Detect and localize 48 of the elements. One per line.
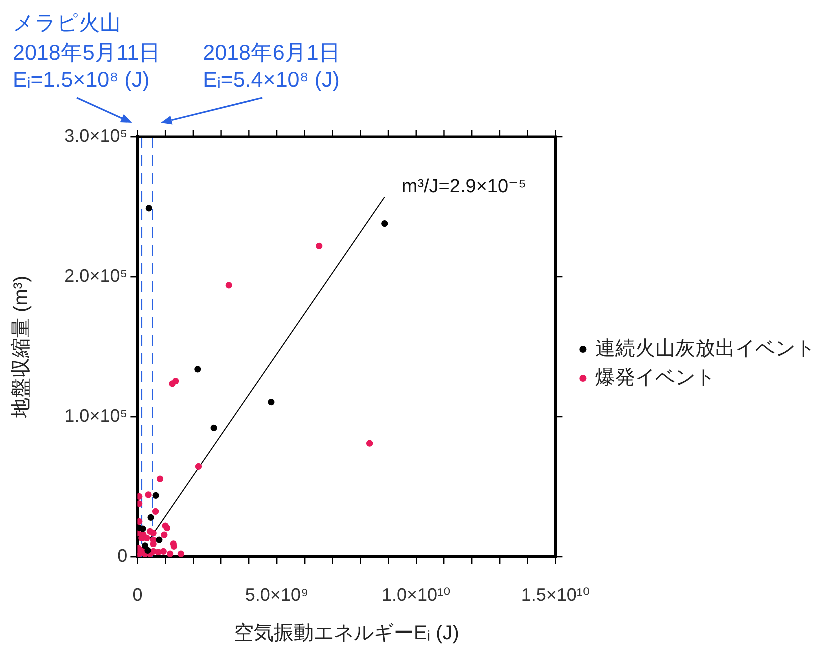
y-tick-label: 1.0×10⁵ <box>64 406 128 426</box>
point <box>156 476 164 482</box>
point <box>167 550 174 557</box>
point <box>144 534 150 542</box>
point <box>268 399 275 406</box>
x-tick-label: 5.0×10⁹ <box>245 584 309 605</box>
annotation: m³/J=2.9×10⁻⁵ <box>402 176 526 198</box>
point <box>210 424 218 432</box>
point <box>178 550 184 557</box>
point <box>316 242 323 250</box>
point <box>156 536 163 544</box>
point <box>138 518 143 526</box>
point <box>144 547 152 554</box>
y-axis-title: 地盤収縮量 (m³) <box>10 276 33 420</box>
legend-label: 爆発イベント <box>596 367 716 390</box>
text: 2018年6月1日 <box>203 40 341 65</box>
text: 2018年5月11日 <box>13 40 162 65</box>
x-tick-label: 1.5×10¹⁰ <box>521 584 590 605</box>
point <box>150 530 157 537</box>
point <box>152 508 160 515</box>
chart-title: メラピ火山 <box>13 12 121 35</box>
point <box>146 205 152 212</box>
legend-label: 連続火山灰放出イベント <box>596 338 816 360</box>
text: Eᵢ=5.4×10⁸ (J) <box>203 68 340 92</box>
y-tick-label: 3.0×10⁵ <box>64 126 128 146</box>
point <box>161 532 168 538</box>
x-tick-label: 1.0×10¹⁰ <box>382 584 451 605</box>
point <box>382 220 388 228</box>
point <box>138 500 143 508</box>
x-tick-label: 0 <box>132 584 143 605</box>
point <box>366 440 374 447</box>
point <box>142 542 149 550</box>
point <box>194 366 202 373</box>
point <box>170 543 178 550</box>
point <box>160 548 167 555</box>
point <box>138 493 143 500</box>
point <box>152 492 160 499</box>
point <box>140 526 146 532</box>
y-tick-label: 0 <box>118 546 128 566</box>
point <box>145 492 152 498</box>
point <box>172 378 180 385</box>
y-tick-label: 2.0×10⁵ <box>64 266 128 286</box>
point <box>164 525 171 532</box>
x-axis-title: 空気振動エネルギーEᵢ (J) <box>234 622 460 645</box>
point <box>226 282 232 289</box>
point <box>195 463 202 470</box>
text: Eᵢ=1.5×10⁸ (J) <box>13 68 150 92</box>
point <box>148 514 154 521</box>
